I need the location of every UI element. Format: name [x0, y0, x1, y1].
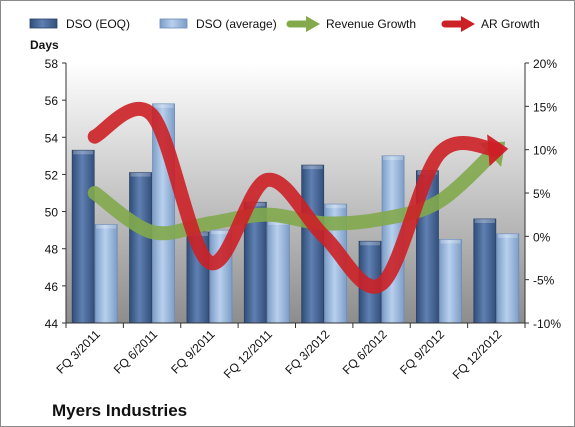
- y-axis: 44 46 48 50 52 54 56 58: [45, 57, 66, 331]
- legend-label-ar-growth: AR Growth: [481, 17, 540, 31]
- bar-highlight: [497, 233, 518, 238]
- ar-growth-line: [87, 101, 504, 294]
- y2-tick-label: 0%: [533, 230, 551, 244]
- y2-tick-label: 15%: [533, 100, 557, 114]
- revenue-growth-line: [87, 142, 504, 241]
- legend-label-dso-eoq: DSO (EOQ): [66, 17, 130, 31]
- bar-dso-eoq-fq-12-2012: [473, 218, 497, 324]
- y-axis-title: Days: [30, 38, 59, 52]
- company-name: Myers Industries: [52, 401, 187, 420]
- bar-highlight: [268, 220, 289, 225]
- y-tick-label: 54: [45, 131, 59, 145]
- legend-arrow-ar-growth: [461, 16, 475, 32]
- legend-swatch-dso-eoq: [29, 18, 58, 29]
- y2-tick-label: -10%: [533, 317, 561, 331]
- bar-dso-average-fq-12-2011: [266, 220, 290, 324]
- legend: DSO (EOQ) DSO (average) Revenue Growth AR G…: [29, 16, 540, 32]
- bar-highlight: [474, 219, 495, 223]
- legend-swatch-dso-average: [159, 18, 188, 29]
- ar-growth-arrowhead: [487, 134, 509, 167]
- bar-highlight: [130, 172, 151, 177]
- bar-highlight: [325, 204, 346, 209]
- y2-tick-label: 20%: [533, 57, 557, 71]
- y-tick-label: 58: [45, 57, 59, 71]
- y-tick-label: 52: [45, 168, 59, 182]
- legend-label-revenue-growth: Revenue Growth: [326, 17, 416, 31]
- y-tick-label: 46: [45, 280, 59, 294]
- bar-dso-average-fq-3-2011: [94, 224, 118, 324]
- y2-tick-label: 5%: [533, 187, 551, 201]
- bar-dso-eoq-fq-3-2012: [301, 164, 325, 324]
- y-tick-label: 44: [45, 317, 59, 331]
- y-tick-label: 48: [45, 243, 59, 257]
- legend-label-dso-average: DSO (average): [196, 17, 277, 31]
- bar-highlight: [302, 165, 323, 170]
- bar-dso-average-fq-12-2012: [496, 233, 520, 324]
- bar-dso-average-fq-9-2012: [439, 239, 462, 324]
- bar-highlight: [96, 224, 117, 229]
- bar-highlight: [153, 103, 174, 108]
- y2-tick-label: 10%: [533, 144, 557, 158]
- legend-arrow-revenue-growth: [306, 16, 320, 32]
- lines-group: [87, 101, 509, 294]
- bar-dso-eoq-fq-6-2011: [129, 172, 152, 324]
- bar-dso-eoq-fq-3-2011: [71, 149, 95, 324]
- bar-highlight: [210, 230, 231, 235]
- bar-highlight: [360, 241, 381, 246]
- y2-axis: -10% -5% 0% 5% 10% 15% 20%: [525, 57, 561, 331]
- y-tick-label: 56: [45, 94, 59, 108]
- bar-highlight: [73, 150, 94, 155]
- y2-tick-label: -5%: [533, 274, 555, 288]
- y-tick-label: 50: [45, 206, 59, 220]
- bar-highlight: [440, 239, 461, 244]
- bar-highlight: [383, 155, 404, 160]
